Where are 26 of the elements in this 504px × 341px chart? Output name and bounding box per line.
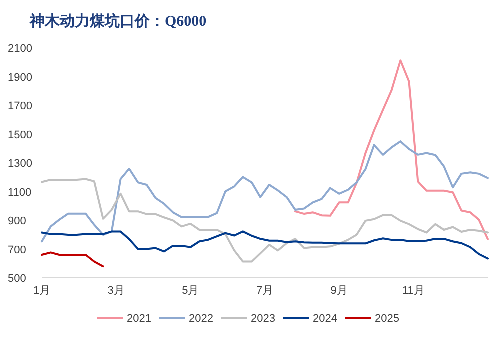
y-tick-label: 500 — [8, 273, 26, 285]
x-tick-label: 11月 — [402, 285, 425, 297]
line-series — [41, 230, 489, 260]
legend-label: 2021 — [127, 313, 152, 325]
line-series — [294, 60, 489, 240]
legend-label: 2023 — [251, 313, 276, 325]
legend-label: 2024 — [313, 313, 338, 325]
y-tick-label: 900 — [8, 216, 26, 228]
x-tick-label: 1月 — [33, 285, 51, 297]
x-tick-label: 3月 — [108, 285, 125, 297]
legend-label: 2022 — [189, 313, 214, 325]
legend-label: 2025 — [375, 313, 400, 325]
x-tick-label: 9月 — [330, 285, 348, 297]
y-tick-label: 1700 — [8, 100, 32, 112]
x-tick-label: 7月 — [256, 285, 274, 297]
y-tick-label: 700 — [8, 244, 26, 256]
line-series — [41, 252, 104, 268]
y-tick-label: 1500 — [8, 129, 32, 142]
x-tick-label: 5月 — [182, 285, 200, 297]
line-series — [41, 178, 489, 263]
y-tick-label: 1300 — [8, 158, 32, 170]
y-tick-label: 2100 — [8, 43, 32, 55]
y-tick-label: 1900 — [8, 72, 32, 84]
y-tick-label: 1100 — [8, 186, 32, 199]
chart-title: 神木动力煤坑口价：Q6000 — [29, 12, 207, 30]
line-series — [41, 140, 489, 243]
